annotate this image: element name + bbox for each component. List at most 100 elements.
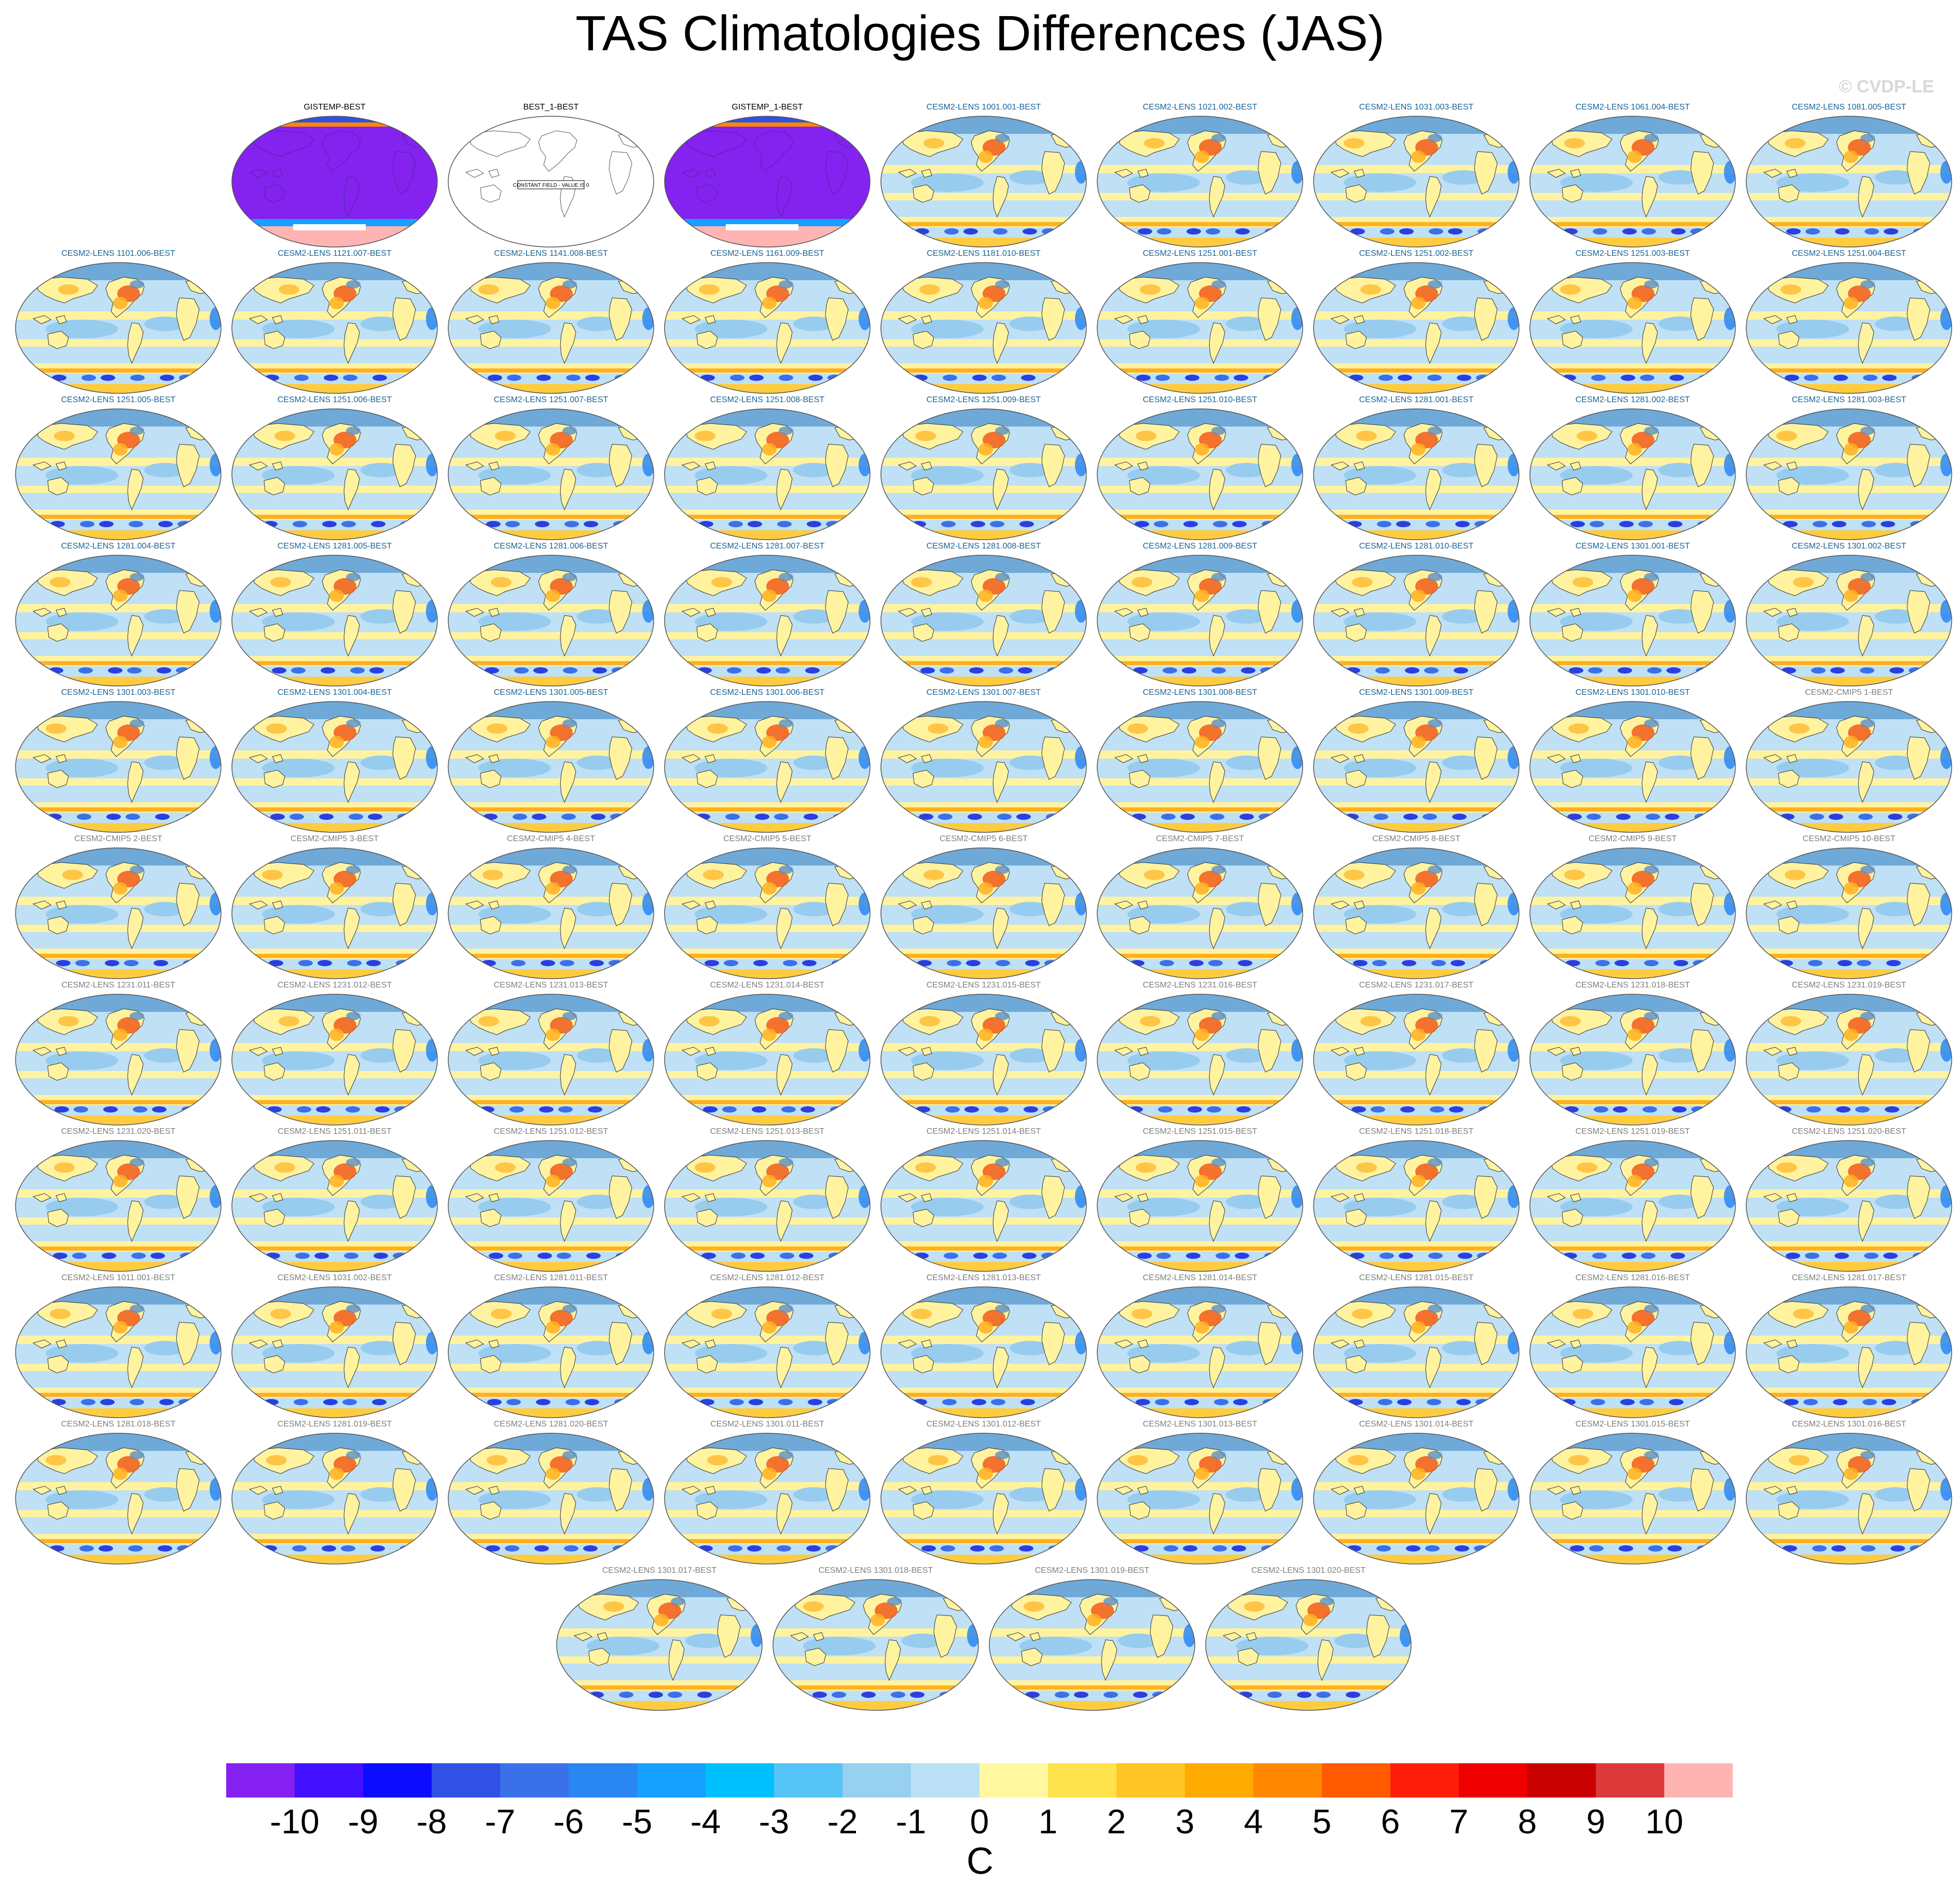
colorbar-tick-label: 3 — [1175, 1802, 1195, 1841]
colorbar-swatch — [500, 1763, 569, 1798]
map-panel-title: CESM2-LENS 1231.017-BEST — [1359, 981, 1474, 990]
map-panel-title: CESM2-LENS 1301.014-BEST — [1359, 1420, 1474, 1429]
map-panel-title: CESM2-LENS 1181.010-BEST — [927, 249, 1041, 258]
map-panel-title: CESM2-LENS 1301.009-BEST — [1359, 688, 1474, 697]
map-panel: CESM2-LENS 1281.019-BEST — [227, 1420, 443, 1566]
colorbar-swatch — [1322, 1763, 1390, 1798]
map-panel-title: CESM2-LENS 1251.005-BEST — [61, 395, 176, 404]
world-map — [664, 701, 871, 833]
map-panel: CESM2-LENS 1251.006-BEST — [227, 395, 443, 542]
map-panel: CESM2-LENS 1301.007-BEST — [876, 688, 1092, 834]
colorbar-tick-label: 5 — [1312, 1802, 1332, 1841]
map-panel-title: CESM2-LENS 1251.001-BEST — [1142, 249, 1258, 258]
map-panel-title: CESM2-LENS 1101.006-BEST — [61, 249, 175, 258]
map-panel: CESM2-LENS 1281.018-BEST — [10, 1420, 226, 1566]
world-map — [880, 116, 1087, 248]
map-panel-title: CESM2-LENS 1251.002-BEST — [1359, 249, 1474, 258]
world-map — [15, 994, 222, 1126]
world-map — [231, 1140, 438, 1272]
world-map — [231, 994, 438, 1126]
map-panel: CESM2-LENS 1251.007-BEST — [443, 395, 659, 542]
map-panel: CESM2-LENS 1281.012-BEST — [659, 1273, 875, 1420]
colorbar-tick-label: -1 — [895, 1802, 927, 1841]
colorbar-swatch — [1390, 1763, 1459, 1798]
map-panel-title: CESM2-LENS 1301.007-BEST — [926, 688, 1041, 697]
map-panel-title: CESM2-LENS 1231.018-BEST — [1575, 981, 1690, 990]
map-panel-title: CESM2-LENS 1031.002-BEST — [277, 1273, 392, 1282]
map-panel: CESM2-LENS 1301.001-BEST — [1525, 542, 1741, 688]
map-panel-title: CESM2-LENS 1251.010-BEST — [1142, 395, 1258, 404]
map-panel-title: CESM2-LENS 1161.009-BEST — [710, 249, 824, 258]
world-map — [880, 262, 1087, 394]
map-panel-title: CESM2-LENS 1281.016-BEST — [1575, 1273, 1690, 1282]
colorbar-tick-label: -2 — [827, 1802, 858, 1841]
map-panel: CESM2-LENS 1251.020-BEST — [1741, 1127, 1957, 1273]
map-panel: CESM2-LENS 1251.001-BEST — [1092, 249, 1308, 395]
map-panel-title: CESM2-LENS 1231.019-BEST — [1791, 981, 1907, 990]
map-panel-title: CESM2-CMIP5 9-BEST — [1589, 834, 1677, 843]
map-panel-title: CESM2-LENS 1281.006-BEST — [493, 542, 609, 551]
map-panel: CESM2-LENS 1251.013-BEST — [659, 1127, 875, 1273]
map-panel-title: CESM2-LENS 1301.005-BEST — [493, 688, 609, 697]
world-map — [664, 262, 871, 394]
map-panel: CESM2-LENS 1231.011-BEST — [10, 981, 226, 1127]
world-map — [1097, 847, 1303, 979]
map-panel: CESM2-LENS 1301.005-BEST — [443, 688, 659, 834]
colorbar-tick-label: 10 — [1645, 1802, 1683, 1841]
colorbar-tick-label: -6 — [553, 1802, 584, 1841]
map-panel-title: CESM2-LENS 1301.006-BEST — [710, 688, 825, 697]
world-map — [664, 1433, 871, 1565]
world-map — [1097, 262, 1303, 394]
world-map — [1097, 116, 1303, 248]
map-panel: CESM2-LENS 1281.002-BEST — [1525, 395, 1741, 542]
map-panel-title: CESM2-LENS 1281.002-BEST — [1575, 395, 1690, 404]
world-map — [1205, 1579, 1412, 1711]
map-panel-title: CESM2-LENS 1231.014-BEST — [710, 981, 825, 990]
map-panel: CESM2-LENS 1001.001-BEST — [876, 103, 1092, 249]
map-panel: CESM2-LENS 1281.016-BEST — [1525, 1273, 1741, 1420]
map-panel: CESM2-LENS 1281.008-BEST — [876, 542, 1092, 688]
cvdp-watermark: © CVDP-LE — [1839, 77, 1934, 97]
world-map — [448, 1140, 654, 1272]
world-map — [1746, 701, 1952, 833]
map-panel-title: CESM2-LENS 1301.015-BEST — [1575, 1420, 1690, 1429]
map-panel-title: CESM2-LENS 1001.001-BEST — [926, 103, 1041, 112]
world-map — [231, 262, 438, 394]
map-panel-title: CESM2-LENS 1121.007-BEST — [278, 249, 392, 258]
map-panel: CESM2-CMIP5 7-BEST — [1092, 834, 1308, 981]
colorbar-swatch — [1596, 1763, 1664, 1798]
world-map — [231, 408, 438, 540]
colorbar-tick-label: 6 — [1381, 1802, 1400, 1841]
map-panel-title: CESM2-LENS 1011.001-BEST — [61, 1273, 175, 1282]
map-panel-title: CESM2-LENS 1231.012-BEST — [277, 981, 392, 990]
map-panel-title: CESM2-LENS 1081.005-BEST — [1791, 103, 1907, 112]
map-panel: CESM2-LENS 1301.018-BEST — [768, 1566, 984, 1712]
map-panel-title: CESM2-LENS 1301.018-BEST — [818, 1566, 933, 1575]
colorbar-swatch — [1527, 1763, 1596, 1798]
map-panel: CESM2-LENS 1231.019-BEST — [1741, 981, 1957, 1127]
colorbar-swatch — [979, 1763, 1048, 1798]
map-panel-title: CESM2-LENS 1301.010-BEST — [1575, 688, 1690, 697]
map-panel: CESM2-CMIP5 6-BEST — [876, 834, 1092, 981]
map-panel: CESM2-LENS 1081.005-BEST — [1741, 103, 1957, 249]
map-panel-title: CESM2-LENS 1281.003-BEST — [1791, 395, 1907, 404]
world-map — [1746, 994, 1952, 1126]
world-map — [231, 555, 438, 687]
map-panel-title: CESM2-LENS 1281.009-BEST — [1142, 542, 1258, 551]
map-panel-title: CESM2-LENS 1281.013-BEST — [926, 1273, 1041, 1282]
map-panel: CESM2-LENS 1301.010-BEST — [1525, 688, 1741, 834]
map-panel-title: CESM2-LENS 1281.008-BEST — [926, 542, 1041, 551]
map-panel-title: CESM2-LENS 1251.003-BEST — [1575, 249, 1690, 258]
map-panel-title: CESM2-LENS 1141.008-BEST — [494, 249, 608, 258]
world-map — [1313, 1286, 1520, 1418]
world-map — [448, 994, 654, 1126]
map-panel-title: CESM2-LENS 1301.017-BEST — [602, 1566, 717, 1575]
map-panel: CESM2-CMIP5 3-BEST — [227, 834, 443, 981]
map-panel-title: CESM2-CMIP5 10-BEST — [1802, 834, 1896, 843]
world-map — [1097, 1286, 1303, 1418]
world-map — [1529, 1433, 1736, 1565]
world-map — [1529, 1286, 1736, 1418]
world-map — [1529, 1140, 1736, 1272]
map-panel-title: CESM2-CMIP5 8-BEST — [1372, 834, 1460, 843]
world-map — [880, 847, 1087, 979]
